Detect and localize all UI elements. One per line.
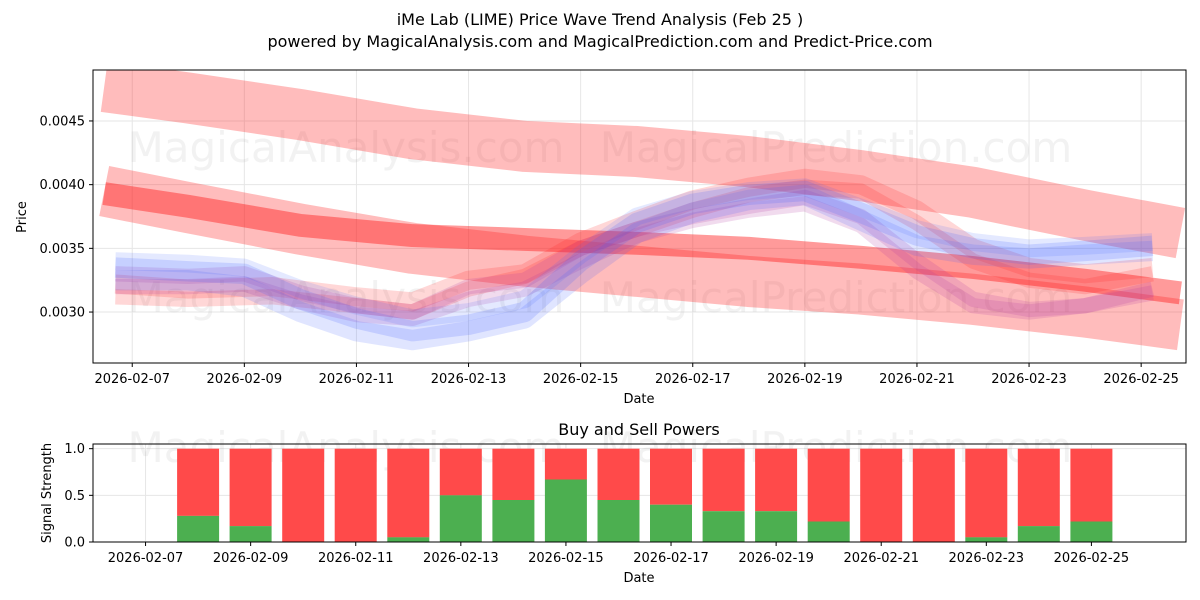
sell-bar: [544, 448, 587, 480]
power-x-tick-label: 2026-02-25: [1054, 551, 1130, 566]
price-x-tick-label: 2026-02-13: [431, 372, 507, 387]
sell-bar: [650, 448, 692, 505]
series-wave-red-1: [114, 168, 1154, 312]
watermark-analysis-top: MagicalAnalysis.com: [128, 123, 565, 172]
power-panel: Buy and Sell Powers MagicalAnalysis.com …: [40, 420, 1187, 586]
price-y-tick-label: 0.0045: [40, 114, 86, 129]
watermark-analysis-mid: MagicalAnalysis.com: [128, 273, 565, 322]
sell-bar: [965, 448, 1008, 538]
price-panel: MagicalAnalysis.com MagicalPrediction.co…: [15, 69, 1187, 407]
sell-bar: [492, 448, 535, 500]
sell-bar: [1070, 448, 1113, 522]
buy-bar: [650, 504, 692, 542]
series-trend-band-upper: [100, 70, 1186, 259]
sell-bar: [755, 448, 798, 512]
series-wave-purple-2: [115, 196, 1154, 327]
series-trend-band-middle: [99, 165, 1184, 351]
price-x-tick-label: 2026-02-11: [319, 372, 395, 387]
series-wave-blue-2: [115, 184, 1153, 351]
price-y-tick-label: 0.0030: [40, 306, 86, 321]
power-title: Buy and Sell Powers: [558, 420, 720, 439]
buy-bar: [1070, 521, 1113, 542]
price-x-ticks: 2026-02-07 2026-02-09 2026-02-11 2026-02-13…: [94, 363, 1179, 387]
sell-bar: [597, 448, 640, 500]
price-y-tick-label: 0.0035: [40, 242, 86, 257]
sell-bar: [334, 448, 377, 542]
sell-bar: [912, 448, 955, 542]
power-x-label: Date: [623, 571, 654, 586]
buy-bar: [387, 537, 430, 542]
buy-bar: [492, 500, 535, 542]
buy-bar: [702, 511, 745, 542]
sell-bar: [807, 448, 850, 522]
sell-bar: [177, 448, 220, 516]
power-axes-frame: [92, 443, 1187, 543]
series-wave-red-2: [115, 179, 1154, 320]
power-x-ticks: 2026-02-07 2026-02-09 2026-02-11 2026-02-13…: [108, 542, 1129, 566]
price-x-tick-label: 2026-02-23: [991, 372, 1067, 387]
buy-bar: [544, 479, 587, 542]
price-x-tick-label: 2026-02-17: [655, 372, 731, 387]
buy-bar: [755, 511, 798, 542]
sell-bar: [860, 448, 903, 542]
sell-bar: [282, 448, 325, 542]
sell-bar: [229, 448, 272, 527]
series-wave-purple-1: [115, 189, 1155, 320]
price-y-ticks: 0.0030 0.0035 0.0040 0.0045: [40, 114, 93, 321]
buy-bar: [807, 521, 850, 542]
power-x-tick-label: 2026-02-17: [633, 551, 709, 566]
power-x-tick-label: 2026-02-13: [423, 551, 499, 566]
chart-subtitle: powered by MagicalAnalysis.com and Magic…: [267, 32, 932, 51]
series-wave-blue-3: [115, 178, 1153, 328]
power-y-tick-label: 0.5: [64, 489, 85, 504]
buy-bar: [1017, 526, 1060, 542]
power-y-tick-label: 1.0: [64, 442, 85, 457]
power-x-tick-label: 2026-02-07: [108, 551, 184, 566]
buy-bar: [439, 495, 482, 542]
price-series: [99, 70, 1186, 351]
price-y-label: Price: [15, 201, 30, 233]
buy-bar: [177, 515, 220, 542]
power-x-tick-label: 2026-02-09: [213, 551, 289, 566]
price-x-tick-label: 2026-02-21: [879, 372, 955, 387]
price-x-tick-label: 2026-02-15: [543, 372, 619, 387]
price-x-tick-label: 2026-02-25: [1103, 372, 1179, 387]
price-x-label: Date: [623, 392, 654, 407]
price-x-tick-label: 2026-02-19: [767, 372, 843, 387]
sell-bar: [387, 448, 430, 538]
power-y-label: Signal Strength: [40, 443, 55, 543]
power-bars: [177, 448, 1113, 542]
power-x-tick-label: 2026-02-23: [949, 551, 1025, 566]
chart-title: iMe Lab (LIME) Price Wave Trend Analysis…: [397, 10, 804, 29]
sell-bar: [702, 448, 745, 512]
price-axes-frame: [92, 69, 1187, 364]
power-y-ticks: 0.0 0.5 1.0: [64, 442, 93, 551]
series-wave-blue-1: [114, 180, 1154, 342]
watermark-prediction-mid: MagicalPrediction.com: [600, 273, 1073, 322]
series-trend-band-core: [102, 182, 1182, 305]
price-x-tick-label: 2026-02-09: [207, 372, 283, 387]
price-y-tick-label: 0.0040: [40, 178, 86, 193]
watermark-prediction-top: MagicalPrediction.com: [600, 123, 1073, 172]
power-x-tick-label: 2026-02-21: [843, 551, 919, 566]
power-x-tick-label: 2026-02-19: [738, 551, 814, 566]
power-x-tick-label: 2026-02-15: [528, 551, 604, 566]
sell-bar: [439, 448, 482, 496]
power-y-tick-label: 0.0: [64, 536, 85, 551]
buy-bar: [965, 537, 1008, 542]
price-grid: [93, 70, 1186, 363]
buy-bar: [229, 526, 272, 542]
power-x-tick-label: 2026-02-11: [318, 551, 394, 566]
buy-bar: [597, 500, 640, 542]
price-watermarks: MagicalAnalysis.com MagicalPrediction.co…: [128, 123, 1073, 322]
sell-bar: [1017, 448, 1060, 527]
price-x-tick-label: 2026-02-07: [94, 372, 170, 387]
